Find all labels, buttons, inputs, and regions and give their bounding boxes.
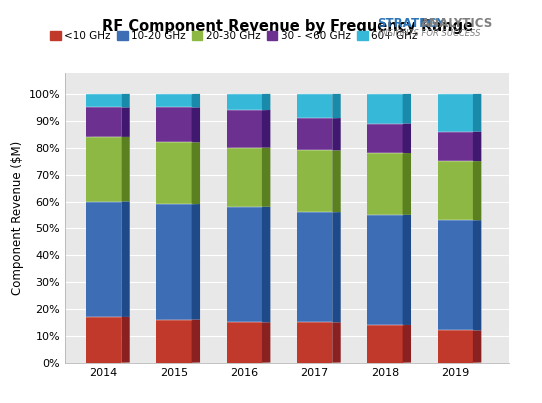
- Bar: [367, 325, 403, 363]
- Bar: [86, 317, 121, 363]
- Polygon shape: [262, 322, 270, 363]
- Polygon shape: [332, 150, 341, 212]
- Polygon shape: [262, 110, 270, 148]
- Polygon shape: [403, 123, 411, 153]
- Polygon shape: [473, 220, 481, 330]
- Bar: [157, 204, 192, 320]
- Bar: [297, 212, 332, 322]
- Polygon shape: [121, 317, 130, 363]
- Polygon shape: [403, 325, 411, 363]
- Bar: [227, 207, 262, 322]
- Bar: [297, 118, 332, 150]
- Polygon shape: [192, 320, 200, 363]
- Y-axis label: Component Revenue ($M): Component Revenue ($M): [11, 141, 24, 295]
- Bar: [86, 94, 121, 108]
- Title: RF Component Revenue by Frequency Range: RF Component Revenue by Frequency Range: [102, 19, 473, 34]
- Text: STRATEGY: STRATEGY: [377, 17, 444, 30]
- Bar: [438, 94, 473, 132]
- Polygon shape: [473, 330, 481, 363]
- Bar: [227, 322, 262, 363]
- Polygon shape: [473, 131, 481, 161]
- Polygon shape: [121, 107, 130, 137]
- Bar: [297, 150, 332, 212]
- Polygon shape: [192, 204, 200, 320]
- Polygon shape: [332, 94, 341, 118]
- Polygon shape: [403, 215, 411, 325]
- Bar: [367, 124, 403, 153]
- Bar: [86, 202, 121, 317]
- Polygon shape: [192, 107, 200, 142]
- Polygon shape: [121, 202, 130, 317]
- Polygon shape: [403, 94, 411, 124]
- Polygon shape: [121, 94, 130, 108]
- Legend: <10 GHz, 10-20 GHz, 20-30 GHz, 30 - <60 GHz, 60+ GHz: <10 GHz, 10-20 GHz, 20-30 GHz, 30 - <60 …: [46, 27, 422, 45]
- Bar: [157, 320, 192, 363]
- Bar: [438, 161, 473, 220]
- Polygon shape: [192, 94, 200, 108]
- Bar: [367, 215, 403, 325]
- Polygon shape: [332, 212, 341, 322]
- Polygon shape: [192, 142, 200, 204]
- Bar: [367, 153, 403, 215]
- Polygon shape: [262, 94, 270, 110]
- Polygon shape: [332, 118, 341, 150]
- Bar: [86, 137, 121, 202]
- Polygon shape: [332, 322, 341, 363]
- Polygon shape: [262, 147, 270, 207]
- Text: ANALYTICS: ANALYTICS: [421, 17, 493, 30]
- Bar: [297, 94, 332, 118]
- Bar: [227, 110, 262, 148]
- Bar: [157, 94, 192, 108]
- Text: INSIGHTS FOR SUCCESS: INSIGHTS FOR SUCCESS: [379, 29, 481, 38]
- Bar: [438, 220, 473, 330]
- Bar: [297, 322, 332, 363]
- Polygon shape: [121, 137, 130, 202]
- Bar: [438, 132, 473, 161]
- Polygon shape: [473, 161, 481, 220]
- Bar: [438, 330, 473, 363]
- Polygon shape: [262, 207, 270, 322]
- Bar: [157, 142, 192, 204]
- Bar: [367, 94, 403, 124]
- Bar: [227, 94, 262, 110]
- Polygon shape: [473, 94, 481, 132]
- Bar: [86, 108, 121, 137]
- Bar: [227, 148, 262, 207]
- Bar: [157, 108, 192, 142]
- Polygon shape: [403, 153, 411, 215]
